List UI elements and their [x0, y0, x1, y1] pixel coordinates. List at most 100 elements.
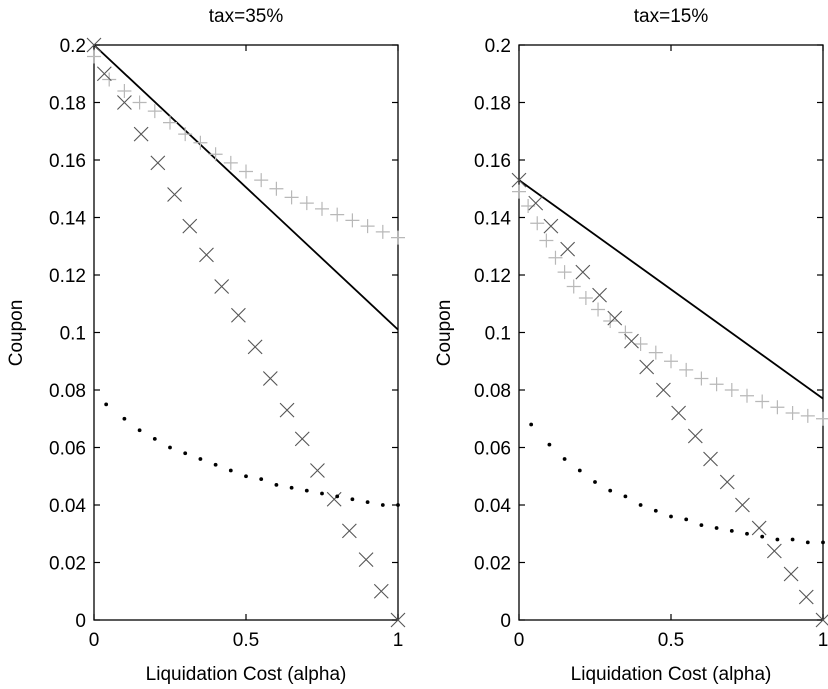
plus-marker	[269, 181, 284, 196]
plus-marker	[299, 196, 314, 211]
dot-marker	[547, 442, 552, 447]
plus-marker	[566, 279, 581, 294]
plus-marker	[603, 314, 618, 328]
dot-marker	[623, 494, 628, 499]
y-tick-label: 0.08	[474, 381, 511, 402]
plus-marker	[330, 207, 345, 222]
dot-marker	[775, 537, 780, 542]
plus-marker	[539, 233, 554, 248]
dot-marker	[320, 491, 324, 496]
dot-marker	[335, 494, 340, 499]
dot-marker	[213, 462, 218, 467]
dot-marker	[122, 416, 127, 421]
chart-title: tax=35%	[209, 6, 284, 27]
x-marker	[231, 307, 246, 323]
dot-marker	[137, 428, 142, 433]
plus-marker	[740, 388, 754, 403]
x-marker	[310, 463, 325, 478]
x-tick-label: 0	[514, 630, 525, 651]
x-marker	[783, 566, 799, 582]
dot-marker	[529, 422, 534, 427]
y-tick-label: 0.2	[485, 36, 511, 57]
series-line	[93, 44, 399, 331]
dot-marker	[562, 457, 567, 461]
plus-marker	[132, 95, 147, 110]
x-marker	[294, 431, 310, 447]
plus-marker	[633, 337, 648, 351]
y-tick-label: 0	[75, 611, 86, 632]
plus-marker	[694, 371, 709, 386]
plus-marker	[345, 213, 360, 228]
x-marker	[390, 612, 406, 628]
plus-marker	[193, 135, 208, 150]
x-marker	[133, 126, 149, 142]
dot-marker	[593, 480, 597, 484]
x-marker	[798, 589, 814, 605]
x-marker	[719, 474, 735, 490]
plot-area: 0 0.02 0.04 0.06 0.08 0.1 0.12 0.14 0.16 0.18 0.2 0…	[49, 36, 406, 651]
plus-marker	[755, 394, 770, 409]
y-tick-label: 0.16	[49, 151, 86, 172]
x-tick-label: 0.5	[658, 630, 684, 651]
plus-marker	[375, 224, 390, 239]
x-marker	[560, 241, 576, 257]
dot-marker	[760, 534, 765, 539]
dot-marker	[714, 526, 719, 530]
dot-marker	[289, 485, 294, 490]
plus-marker	[724, 383, 739, 397]
plus-marker	[578, 291, 593, 305]
x-marker	[262, 371, 278, 386]
x-marker	[358, 552, 374, 568]
y-tick-label: 0.18	[49, 94, 86, 115]
x-tick-label: 1	[393, 630, 404, 651]
series-line	[518, 179, 824, 400]
plus-marker	[648, 345, 663, 360]
x-marker	[687, 428, 703, 444]
plus-marker	[208, 147, 223, 162]
dot-marker	[396, 503, 400, 507]
plus-marker	[284, 190, 299, 205]
plus-marker	[87, 49, 101, 64]
plus-marker	[117, 84, 132, 98]
x-tick-label: 0	[89, 630, 100, 651]
dot-marker	[638, 503, 643, 507]
dot-marker	[790, 537, 795, 542]
dot-marker	[653, 508, 658, 513]
x-tick-label: 0.5	[233, 630, 259, 651]
plus-marker	[315, 201, 329, 216]
y-tick-label: 0.02	[49, 554, 86, 575]
plus-marker	[618, 325, 633, 340]
x-marker	[279, 402, 295, 418]
y-tick-label: 0.02	[474, 554, 511, 575]
plus-marker	[591, 302, 606, 317]
plus-marker	[102, 72, 117, 87]
chart-title: tax=15%	[634, 6, 709, 27]
dot-marker	[152, 436, 157, 441]
dot-marker	[805, 540, 810, 545]
x-axis-label: Liquidation Cost (alpha)	[146, 664, 347, 685]
x-marker	[528, 195, 544, 211]
x-tick-label: 1	[818, 630, 828, 651]
plus-marker	[557, 265, 572, 280]
x-marker	[751, 520, 767, 536]
dot-marker	[274, 482, 279, 487]
panel-tax-35: tax=35% Liquidation Cost (alpha) Coupon …	[6, 6, 406, 685]
plus-marker	[709, 377, 724, 392]
x-marker	[214, 279, 230, 294]
x-marker	[511, 172, 527, 188]
plus-marker	[770, 400, 785, 415]
x-marker	[117, 95, 132, 110]
dot-marker	[745, 531, 749, 536]
x-marker	[543, 218, 559, 234]
x-marker	[703, 451, 718, 467]
y-tick-label: 0.04	[49, 496, 86, 517]
y-tick-label: 0.12	[49, 266, 86, 287]
dot-marker	[608, 488, 613, 493]
dot-marker	[699, 523, 704, 528]
dot-marker	[380, 503, 385, 507]
x-marker	[671, 405, 686, 421]
y-tick-label: 0.06	[474, 439, 511, 460]
y-tick-label: 0.06	[49, 439, 86, 460]
dot-marker	[183, 451, 188, 456]
